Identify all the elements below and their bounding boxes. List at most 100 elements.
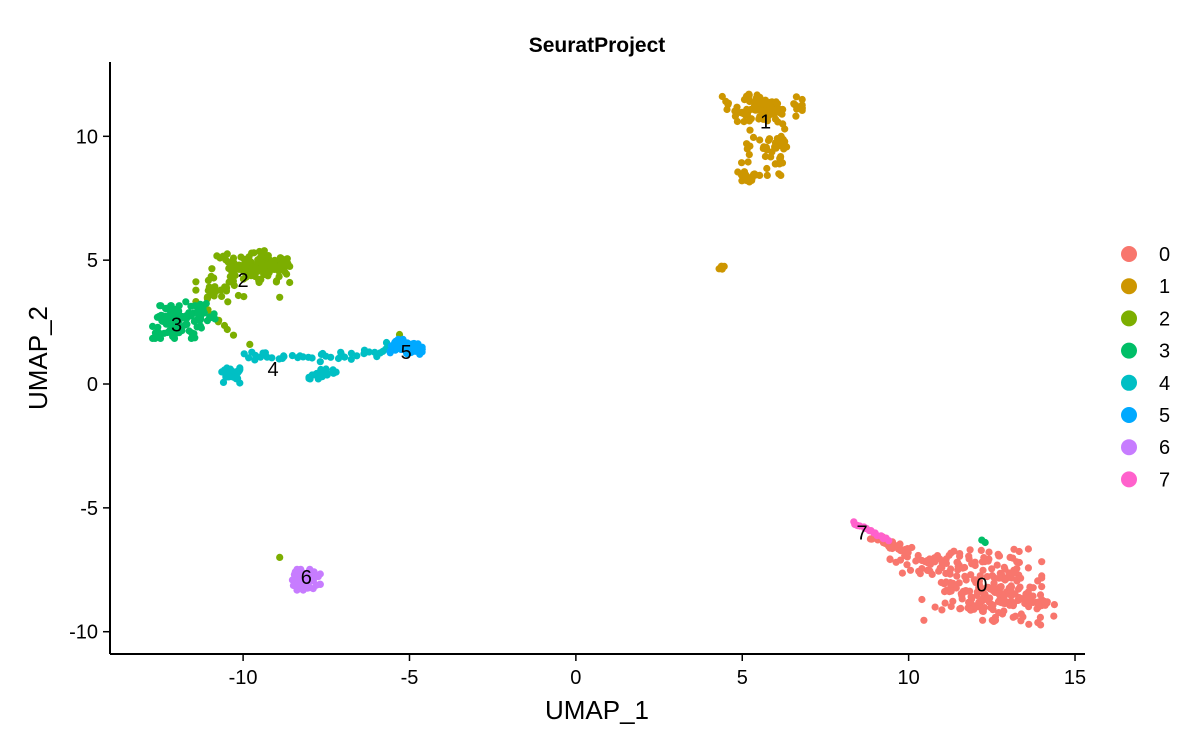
cluster-1-point xyxy=(763,171,771,179)
cluster-0-point xyxy=(978,607,987,615)
cluster-0-point xyxy=(1029,584,1037,592)
cluster-0-point xyxy=(954,558,962,567)
cluster-2-point xyxy=(192,278,200,286)
cluster-2-point xyxy=(260,271,268,279)
cluster-1-point xyxy=(749,133,758,141)
legend-item-2: 2 xyxy=(1121,308,1170,330)
cluster-2-point xyxy=(272,278,280,286)
cluster-1-points xyxy=(715,90,806,273)
cluster-0-point xyxy=(1038,574,1046,582)
x-axis-title: UMAP_1 xyxy=(545,695,649,725)
legend: 0 1 2 3 4 5 6 7 xyxy=(1121,244,1170,491)
cluster-0-point xyxy=(977,597,985,605)
cluster-0-point xyxy=(938,606,946,614)
cluster-4-point xyxy=(319,349,327,358)
cluster-0-point xyxy=(988,565,996,573)
cluster-0-point xyxy=(985,548,993,556)
cluster-1-point xyxy=(781,125,789,133)
cluster-3-point xyxy=(187,302,195,310)
cluster-4-point xyxy=(245,354,253,362)
cluster-2-point xyxy=(251,272,259,281)
cluster-label-3: 3 xyxy=(171,315,182,337)
cluster-0-point xyxy=(946,570,954,578)
cluster-0-point xyxy=(1015,558,1024,567)
cluster-1-point xyxy=(759,107,767,115)
cluster-3-point xyxy=(197,324,205,332)
cluster-2-point xyxy=(203,293,211,301)
cluster-1-point xyxy=(740,168,749,176)
x-tick-label: -5 xyxy=(401,667,419,689)
cluster-0-point xyxy=(912,557,920,565)
legend-label: 5 xyxy=(1159,405,1170,427)
cluster-4-point xyxy=(322,365,330,373)
cluster-6-points xyxy=(288,565,324,594)
cluster-2-point xyxy=(210,285,218,293)
cluster-0-point xyxy=(1015,594,1023,602)
cluster-5-point xyxy=(394,339,402,347)
points-layer xyxy=(149,90,1058,629)
cluster-4-point xyxy=(308,354,316,362)
cluster-0-point xyxy=(904,548,912,557)
cluster-4-point xyxy=(233,367,241,375)
cluster-0-point xyxy=(961,572,969,581)
cluster-0-point xyxy=(926,555,934,563)
cluster-0-point xyxy=(978,585,987,594)
cluster-4-point xyxy=(329,369,338,377)
cluster-3-point xyxy=(153,313,161,321)
legend-swatch xyxy=(1121,278,1137,295)
cluster-1-point xyxy=(745,90,753,98)
cluster-0-point xyxy=(976,572,984,580)
cluster-7-point xyxy=(885,537,893,545)
cluster-0-point xyxy=(1009,602,1017,610)
cluster-3-point xyxy=(182,298,190,306)
cluster-6-point xyxy=(309,585,317,593)
cluster-0-point xyxy=(999,599,1008,607)
cluster-6-point xyxy=(302,581,310,589)
cluster-label-5: 5 xyxy=(401,342,412,364)
cluster-4-point xyxy=(347,355,355,363)
y-tick-label: -5 xyxy=(80,498,98,520)
cluster-0-point xyxy=(943,586,951,594)
legend-item-3: 3 xyxy=(1121,341,1170,363)
cluster-2-point xyxy=(256,258,264,266)
cluster-4-point xyxy=(251,356,259,364)
cluster-4-point xyxy=(299,353,307,361)
cluster-2-point xyxy=(267,259,275,267)
cluster-2-point xyxy=(218,292,226,300)
cluster-2-point xyxy=(250,249,258,257)
cluster-2-point xyxy=(229,331,238,339)
cluster-1-point xyxy=(777,153,785,161)
x-tick-label: 15 xyxy=(1064,667,1086,689)
cluster-2-point xyxy=(275,273,283,281)
cluster-0-point xyxy=(966,587,974,595)
cluster-0-point xyxy=(947,580,955,589)
cluster-0-point xyxy=(915,567,923,575)
cluster-0-point xyxy=(994,550,1002,558)
cluster-4-point xyxy=(219,378,228,386)
cluster-3-points xyxy=(149,298,989,547)
cluster-0-point xyxy=(1027,593,1035,601)
legend-label: 1 xyxy=(1159,276,1170,298)
cluster-1-point xyxy=(798,95,806,104)
cluster-0-point xyxy=(928,570,936,579)
cluster-0-point xyxy=(1024,545,1032,553)
cluster-4-point xyxy=(316,372,325,380)
cluster-label-0: 0 xyxy=(976,575,987,597)
legend-swatch xyxy=(1121,374,1137,391)
cluster-0-point xyxy=(990,617,998,626)
cluster-4-point xyxy=(268,354,276,362)
legend-label: 3 xyxy=(1159,341,1170,363)
cluster-6-point xyxy=(316,570,324,578)
cluster-4-points xyxy=(218,338,391,387)
cluster-0-point xyxy=(937,578,945,587)
cluster-0-point xyxy=(896,556,905,564)
cluster-4-point xyxy=(327,353,335,361)
cluster-5-point xyxy=(410,344,418,352)
cluster-1-point xyxy=(745,96,753,104)
cluster-0-point xyxy=(995,590,1003,598)
cluster-2-points xyxy=(192,247,404,562)
cluster-4-point xyxy=(316,358,324,366)
legend-label: 2 xyxy=(1159,308,1170,330)
cluster-0-point xyxy=(888,544,896,553)
cluster-0-point xyxy=(983,556,991,565)
